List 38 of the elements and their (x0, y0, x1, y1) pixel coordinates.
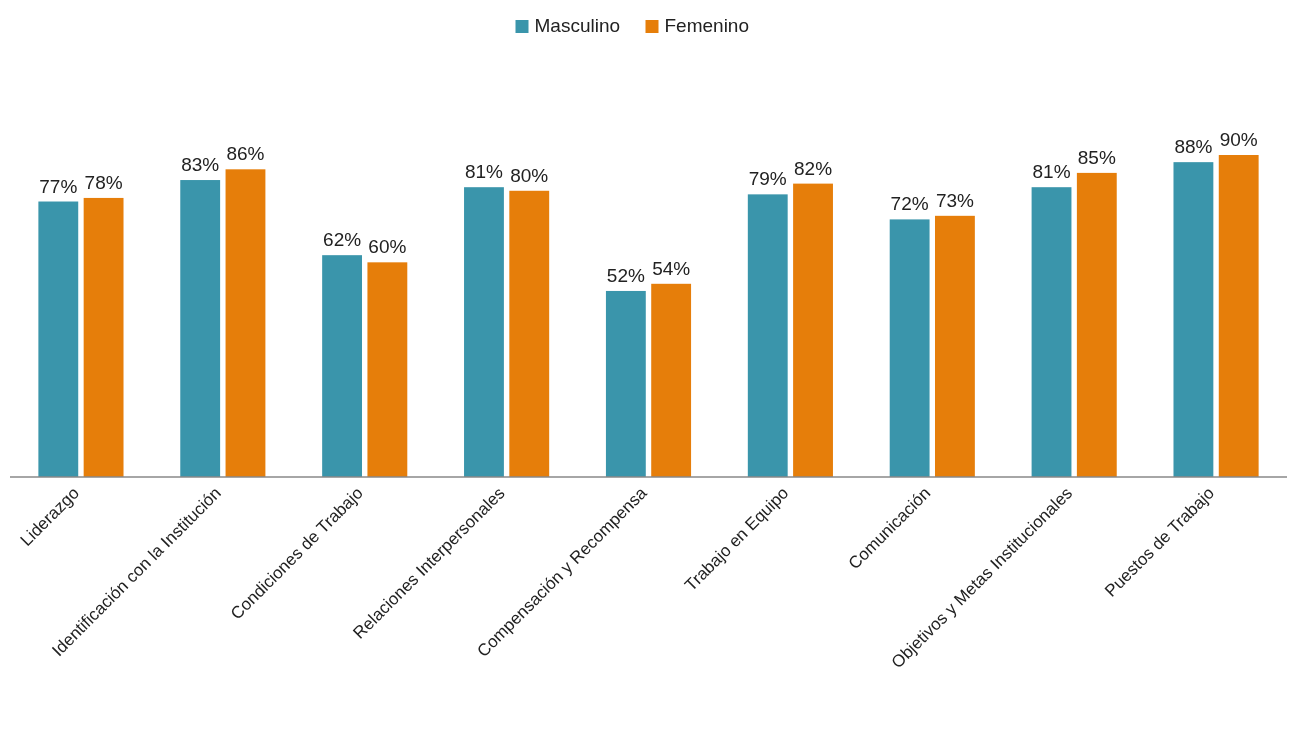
data-label: 62% (323, 229, 362, 251)
bar (83, 197, 124, 477)
data-label: 78% (84, 171, 123, 193)
bar (889, 219, 930, 477)
bar (1218, 155, 1259, 477)
data-label: 77% (39, 175, 78, 197)
data-label: 52% (606, 264, 645, 286)
data-label: 81% (1032, 161, 1071, 183)
bar (1031, 187, 1072, 477)
data-label: 80% (510, 164, 549, 186)
bar (367, 262, 408, 477)
data-label: 54% (652, 257, 691, 279)
data-label: 86% (226, 143, 265, 165)
bar (651, 283, 692, 477)
data-label: 83% (181, 154, 220, 176)
bar (509, 190, 550, 477)
data-label: 73% (935, 189, 975, 211)
data-label: 79% (748, 168, 787, 190)
data-label: 90% (1219, 129, 1258, 150)
data-label: 85% (1077, 146, 1116, 168)
data-label: 81% (464, 161, 504, 183)
data-label: 72% (890, 193, 929, 215)
legend-label: Masculino (534, 15, 621, 37)
data-label: 60% (368, 236, 407, 258)
bar (464, 187, 504, 477)
legend-label: Femenino (664, 15, 749, 37)
bar (225, 169, 266, 477)
data-label: 82% (794, 157, 833, 179)
bar (1076, 172, 1117, 477)
bar (38, 201, 79, 477)
data-label: 88% (1174, 136, 1213, 158)
bar (180, 180, 221, 477)
bar (793, 183, 833, 477)
bar (747, 194, 788, 477)
bar (1173, 162, 1214, 477)
bar (322, 255, 363, 477)
bar (935, 215, 975, 477)
bar (605, 290, 646, 477)
